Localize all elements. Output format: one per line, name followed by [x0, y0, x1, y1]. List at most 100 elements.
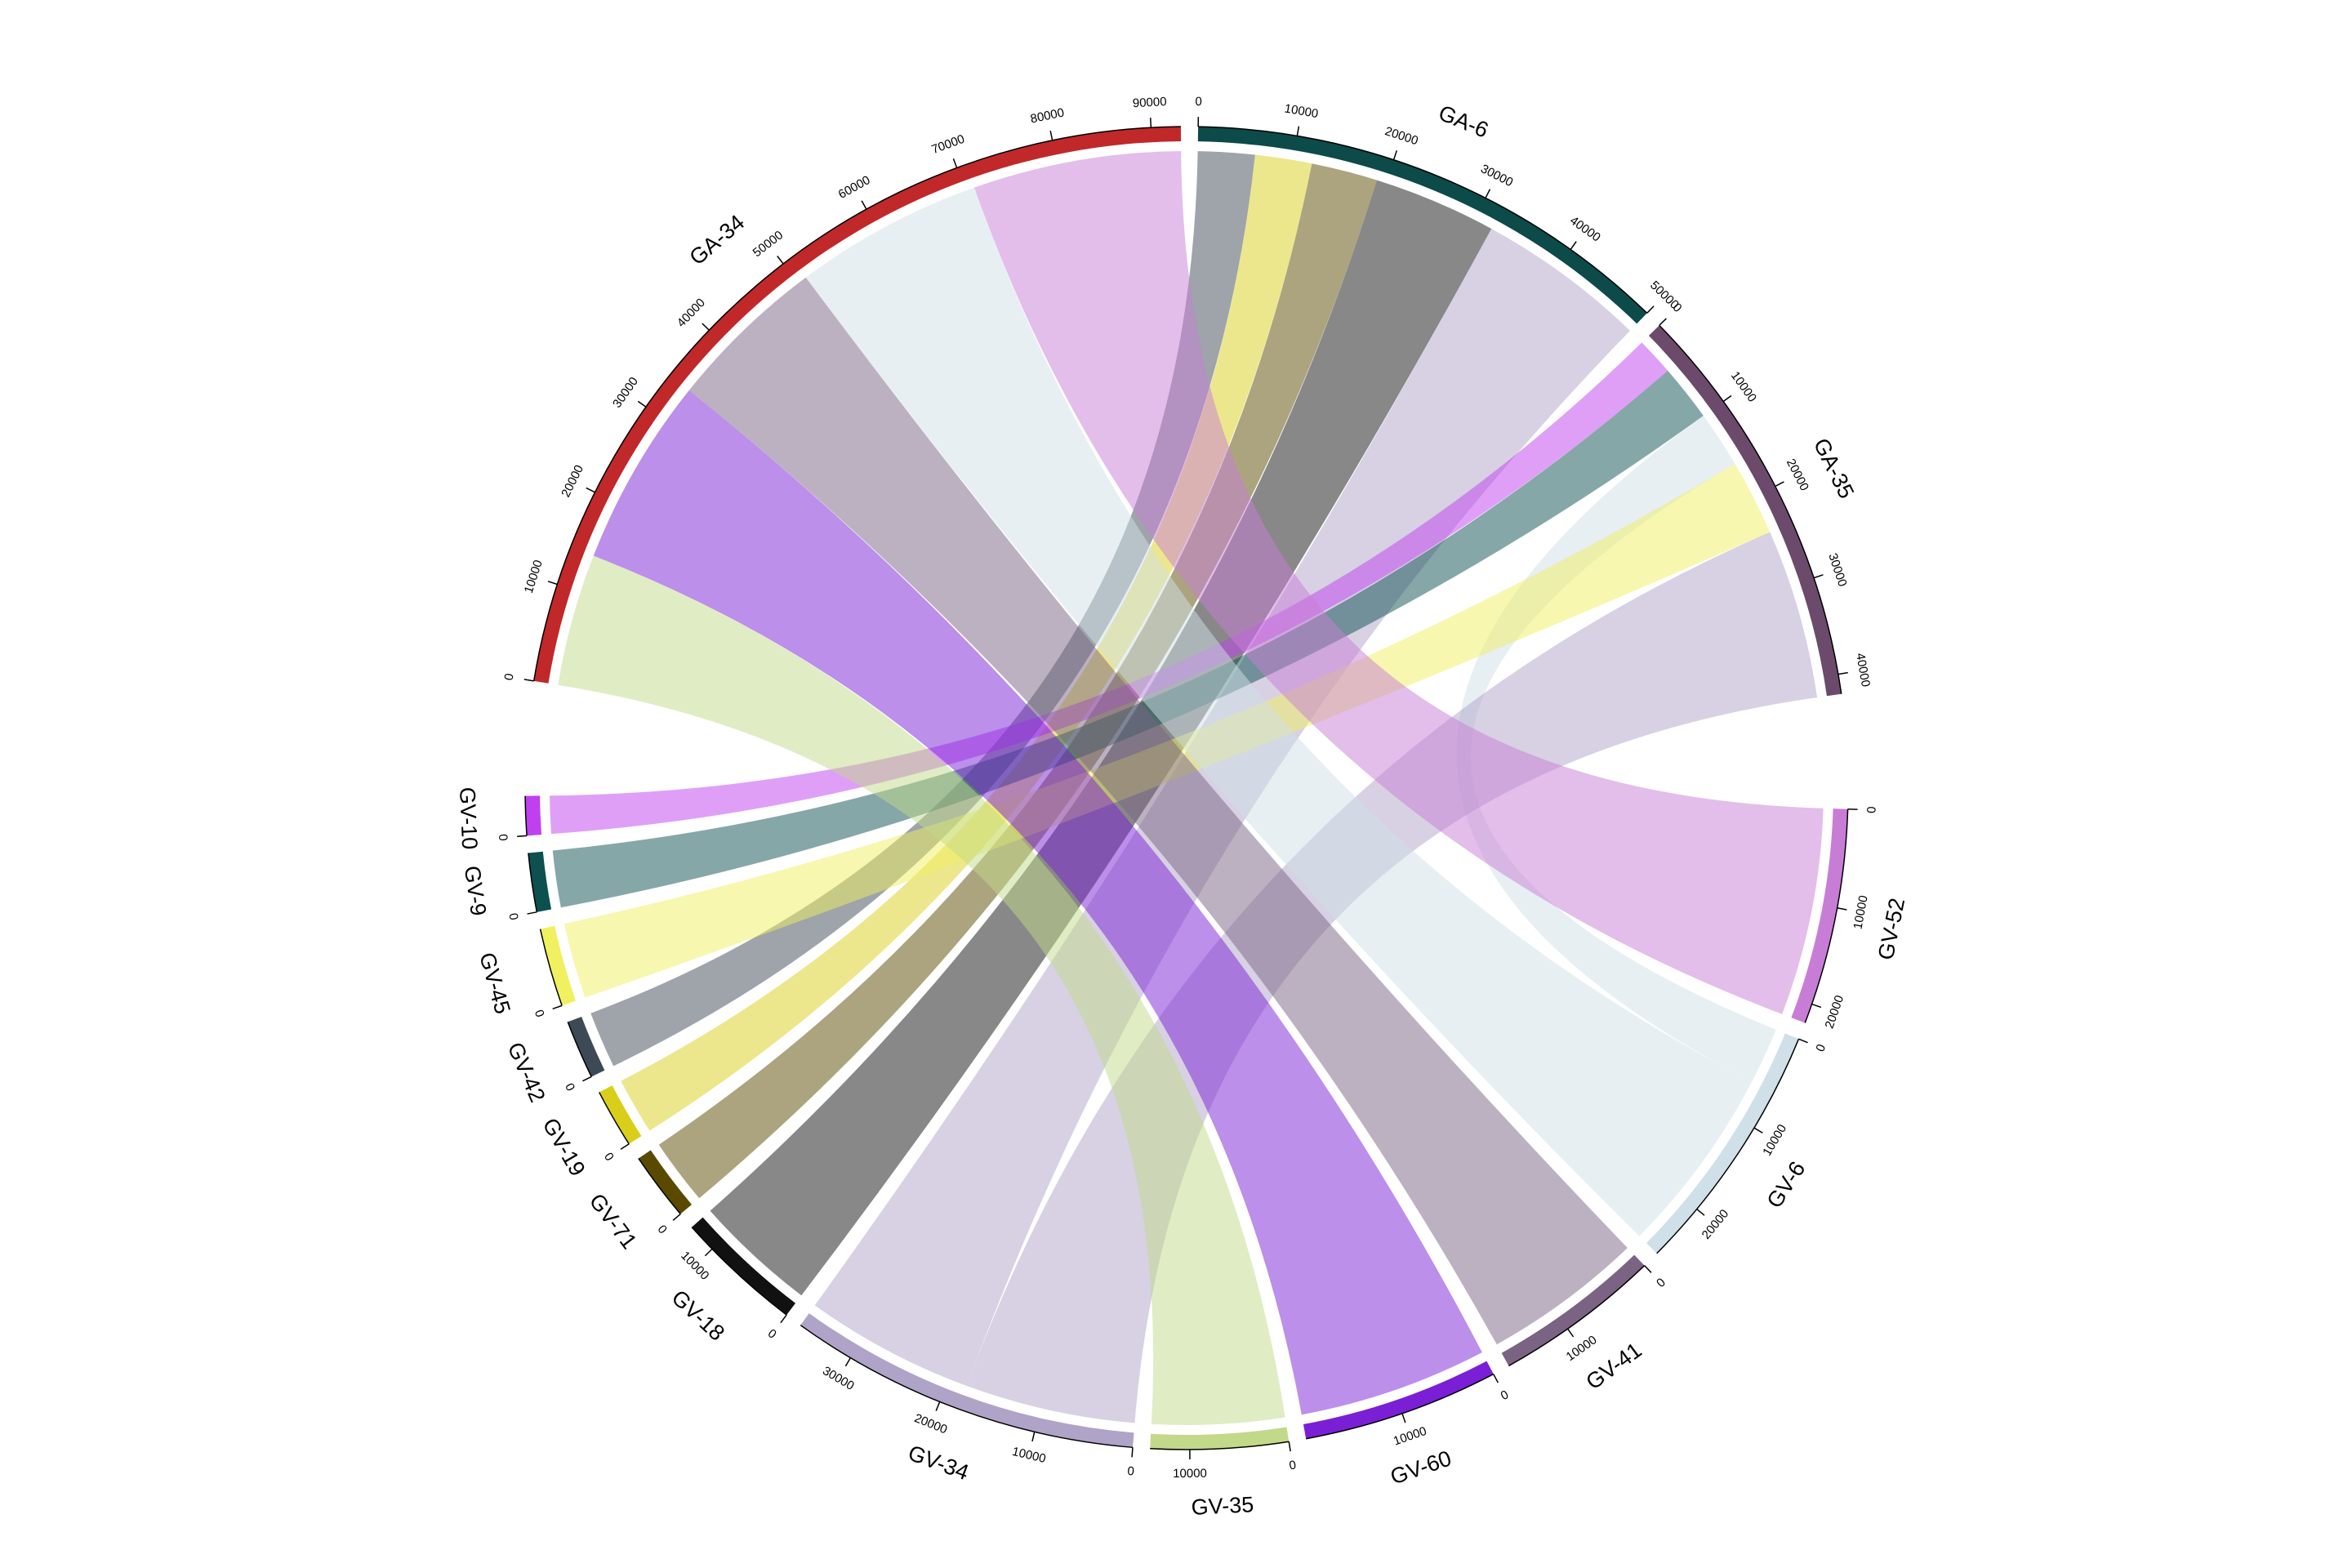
tick-mark [1149, 118, 1152, 128]
sector-track [800, 1313, 1134, 1448]
sector-track [533, 127, 1182, 684]
tick-mark [1296, 126, 1300, 136]
sector-name: GV-18 [667, 1285, 730, 1346]
chord [688, 277, 1628, 1345]
tick-mark [527, 911, 537, 915]
tick-mark [777, 256, 784, 265]
tick-mark [1798, 1038, 1808, 1044]
tick-label: 20000 [1699, 1207, 1732, 1242]
chord [564, 463, 1771, 998]
sector-axis [1150, 1441, 1290, 1450]
chord [593, 390, 1482, 1415]
chord [966, 532, 1818, 1423]
sector-axis [1198, 126, 1648, 314]
tick-mark [672, 1213, 681, 1221]
tick-mark [1031, 1432, 1036, 1442]
sector-name: GA-35 [1809, 434, 1859, 502]
tick-mark [1485, 189, 1491, 198]
tick-mark [1813, 574, 1824, 579]
tick-mark [1049, 130, 1054, 141]
sector-track [1646, 1033, 1799, 1254]
tick-mark [780, 1314, 787, 1324]
sector-track [1791, 808, 1848, 1023]
chord [621, 154, 1312, 1131]
chord [658, 163, 1378, 1199]
tick-label: 90000 [1132, 95, 1167, 110]
tick-mark [517, 835, 528, 837]
tick-label: 80000 [1029, 105, 1065, 126]
tick-label: 0 [562, 1081, 577, 1094]
sector-name: GV-6 [1762, 1157, 1810, 1213]
sector-name: GA-34 [685, 210, 750, 270]
tick-mark [1392, 150, 1398, 160]
tick-label: 30000 [1478, 162, 1515, 189]
tick-mark [1696, 1208, 1705, 1216]
tick-label: 60000 [836, 173, 873, 202]
tick-label: 30000 [1825, 551, 1849, 588]
sector-axis [1508, 1265, 1646, 1367]
tick-label: 20000 [912, 1411, 949, 1437]
sector-axis [1306, 1373, 1494, 1440]
tick-label: 20000 [1383, 124, 1420, 148]
tick-label: 0 [506, 912, 520, 921]
sector-name: GV-52 [1873, 896, 1909, 962]
tick-label: 0 [1127, 1464, 1135, 1479]
tick-mark [952, 158, 958, 168]
tick-mark [704, 1248, 713, 1257]
tick-mark [1567, 1328, 1575, 1338]
sector-name: GV-19 [537, 1114, 590, 1180]
sector-axis [1656, 1038, 1800, 1254]
tick-label: 10000 [1728, 369, 1759, 405]
sector-name: GV-42 [503, 1039, 550, 1106]
tick-label: 0 [765, 1326, 779, 1342]
sector-axis [1659, 324, 1842, 694]
tick-mark [1646, 305, 1655, 314]
sector-axis [1804, 808, 1849, 1023]
tick-mark [1722, 394, 1732, 403]
tick-label: 0 [501, 672, 516, 681]
tick-mark [1837, 907, 1847, 911]
tick-label: 20000 [1823, 994, 1847, 1031]
sector-track [638, 1150, 693, 1214]
tick-mark [861, 200, 867, 210]
tick-mark [1775, 481, 1784, 488]
tick-label: 0 [1288, 1458, 1297, 1472]
sector-track [540, 925, 577, 1006]
sector-track [528, 851, 552, 912]
sector-axis [691, 1227, 787, 1316]
sector-name: GA-6 [1435, 100, 1492, 143]
tick-mark [1811, 1003, 1822, 1009]
tick-label: 70000 [929, 132, 966, 157]
tick-label: 20000 [559, 463, 586, 500]
tick-mark [620, 1143, 630, 1150]
tick-label: 0 [1654, 1276, 1668, 1290]
chord [805, 187, 1753, 1236]
tick-label: 10000 [1392, 1424, 1428, 1449]
tick-mark [935, 1401, 941, 1411]
sector-name: GV-9 [460, 864, 491, 917]
tick-mark [523, 679, 534, 682]
tick-mark [637, 400, 647, 408]
tick-label: 0 [1864, 806, 1878, 813]
tick-mark [1659, 318, 1667, 326]
tick-mark [1401, 1413, 1406, 1423]
sector-track [1303, 1361, 1494, 1439]
tick-mark [1570, 241, 1577, 250]
chord [558, 555, 1285, 1425]
tick-label: 10000 [1011, 1445, 1048, 1466]
tick-label: 10000 [1284, 101, 1320, 121]
tick-label: 10000 [522, 559, 546, 595]
tick-label: 30000 [610, 375, 641, 411]
tick-label: 0 [1499, 1388, 1511, 1403]
sector-axis [532, 126, 1181, 681]
tick-label: 10000 [1564, 1333, 1600, 1364]
tick-mark [1838, 671, 1848, 675]
sector-track [1150, 1427, 1290, 1450]
chord [974, 151, 1824, 1014]
tick-mark [1644, 1265, 1652, 1273]
sector-axis [539, 929, 563, 1006]
tick-label: 0 [496, 834, 510, 842]
tick-label: 10000 [1851, 894, 1870, 930]
chord [552, 370, 1704, 908]
